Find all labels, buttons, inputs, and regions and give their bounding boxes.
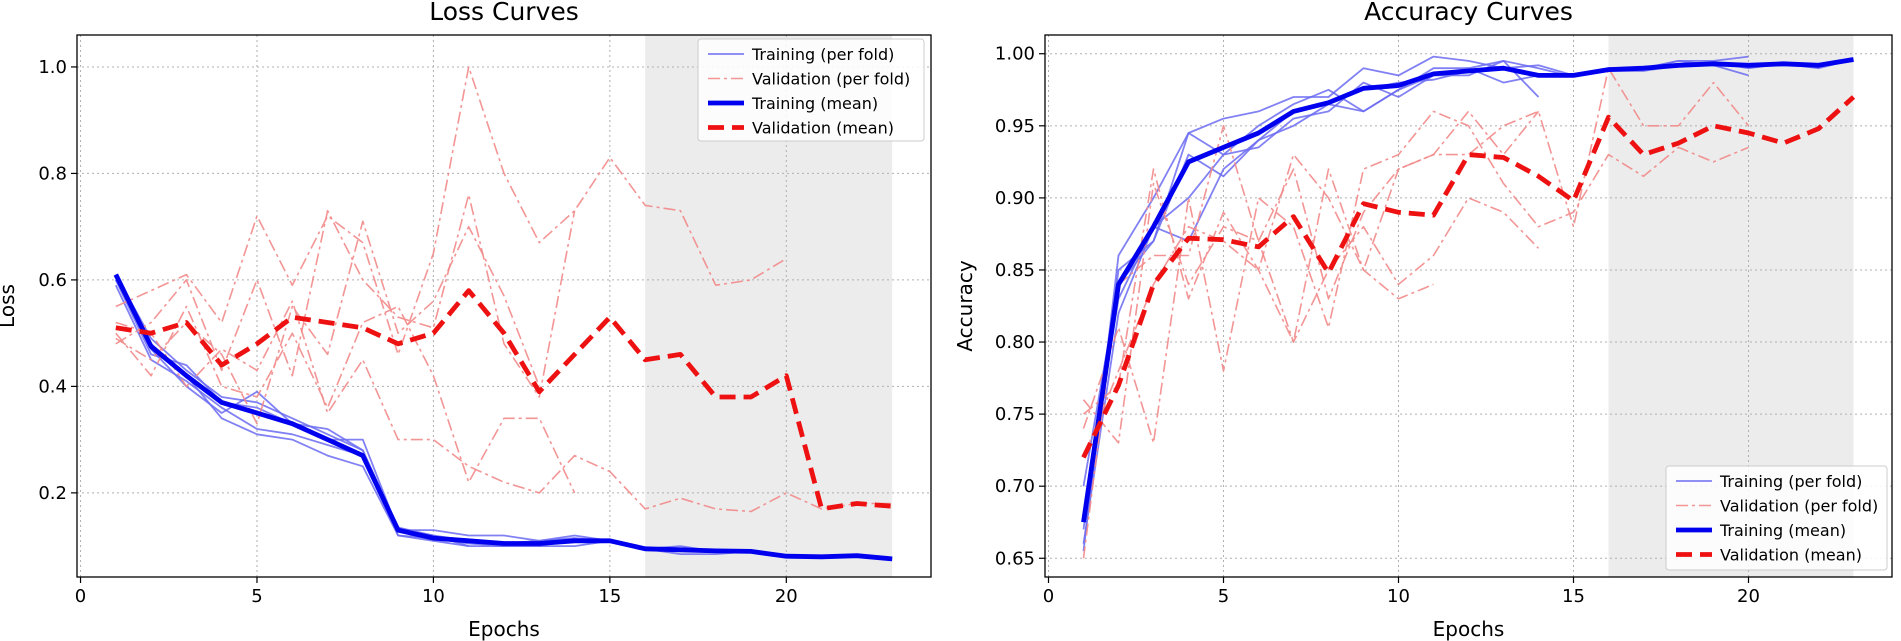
y-tick-label: 0.80 — [995, 332, 1035, 353]
series-layer — [1081, 55, 1856, 559]
x-axis-label: Epochs — [468, 617, 540, 641]
y-tick-label: 1.00 — [995, 44, 1035, 65]
y-tick-label: 0.85 — [995, 260, 1035, 281]
legend-label: Validation (mean) — [1720, 546, 1862, 565]
series-layer — [113, 66, 893, 562]
legend-label: Validation (per fold) — [1720, 497, 1878, 516]
series-line-val-mean — [1081, 95, 1856, 459]
axes-frame — [1044, 34, 1893, 578]
series-line-train-mean — [113, 273, 893, 562]
x-tick-label: 20 — [775, 586, 798, 607]
loss-chart: 0 5 10 15 20 0.2 0.4 0.6 0.8 1.0 Loss Curves Epochs… — [0, 0, 932, 641]
legend-label: Training (mean) — [1719, 521, 1846, 540]
legend: Training (per fold) Validation (per fold)… — [697, 38, 925, 142]
series-line-val-fold — [115, 193, 576, 398]
y-tick-label: 0.65 — [995, 548, 1035, 569]
series-line-train-fold — [1082, 60, 1574, 530]
y-tick-label: 0.75 — [995, 404, 1035, 425]
series-line-train-fold — [115, 279, 575, 547]
series-line-val-fold — [1082, 125, 1540, 559]
x-tick-label: 15 — [1562, 586, 1585, 607]
x-tick-label: 10 — [1387, 586, 1410, 607]
legend-label: Training (per fold) — [1719, 472, 1862, 491]
legend-label: Validation (per fold) — [752, 70, 910, 89]
series-line-val-fold — [1082, 110, 1540, 458]
axes-frame — [76, 34, 932, 578]
legend-label: Training (mean) — [751, 94, 878, 113]
series-line-val-fold — [1082, 110, 1749, 444]
series-line-val-fold — [115, 66, 787, 356]
x-tick-label: 15 — [598, 586, 621, 607]
y-tick-label: 0.90 — [995, 188, 1035, 209]
series-line-train-fold — [115, 274, 469, 547]
x-tick-label: 0 — [75, 586, 86, 607]
x-tick-label: 20 — [1737, 586, 1760, 607]
legend: Training (per fold) Validation (per fold)… — [1665, 465, 1888, 571]
y-tick-label: 0.70 — [995, 476, 1035, 497]
legend-box — [1665, 465, 1888, 571]
series-line-val-mean — [115, 288, 893, 512]
x-tick-label: 5 — [1218, 586, 1229, 607]
y-tick-label: 0.8 — [38, 163, 67, 184]
y-axis-label: Loss — [0, 284, 19, 328]
y-tick-label: 0.4 — [38, 376, 67, 397]
y-tick-label: 1.0 — [38, 57, 67, 78]
y-tick-label: 0.2 — [38, 483, 67, 504]
accuracy-chart: 0 5 10 15 20 0.65 0.70 0.75 0.80 0.85 0.90 0.95 1.00… — [953, 0, 1893, 641]
x-tick-label: 10 — [422, 586, 445, 607]
y-tick-label: 0.6 — [38, 270, 67, 291]
legend-box — [697, 38, 925, 142]
legend-label: Validation (mean) — [752, 119, 894, 138]
y-tick-label: 0.95 — [995, 116, 1035, 137]
x-axis-label: Epochs — [1433, 617, 1505, 641]
series-line-val-fold — [1082, 168, 1434, 415]
series-line-train-mean — [1081, 57, 1854, 523]
x-tick-label: 0 — [1043, 586, 1054, 607]
y-axis-label: Accuracy — [953, 260, 977, 351]
series-line-val-fold — [115, 300, 893, 513]
x-tick-label: 5 — [251, 586, 262, 607]
series-line-val-fold — [1082, 67, 1750, 444]
chart-title: Loss Curves — [429, 0, 579, 26]
chart-title: Accuracy Curves — [1364, 0, 1573, 26]
series-line-val-fold — [115, 305, 576, 494]
legend-label: Training (per fold) — [751, 45, 894, 64]
